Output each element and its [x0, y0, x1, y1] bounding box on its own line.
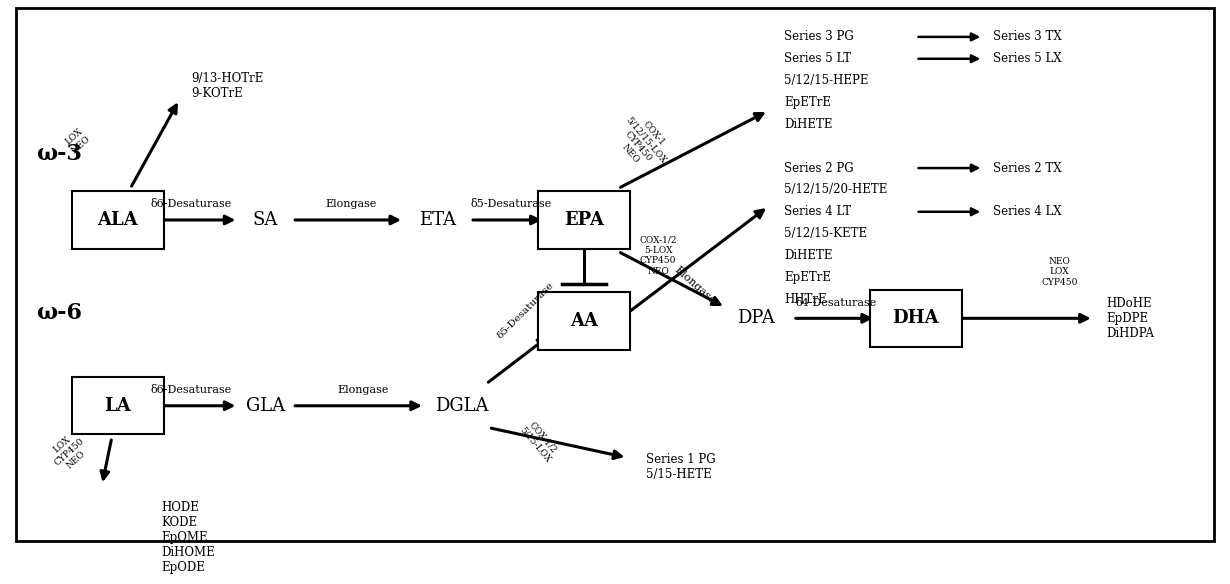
Text: DiHETE: DiHETE [785, 249, 833, 262]
Text: LOX
NEO: LOX NEO [63, 126, 92, 155]
Text: 9/13-HOTrE
9-KOTrE: 9/13-HOTrE 9-KOTrE [192, 72, 264, 100]
Text: δ6-Desaturase: δ6-Desaturase [151, 385, 232, 395]
FancyBboxPatch shape [539, 293, 630, 350]
Text: ALA: ALA [97, 211, 138, 229]
Text: HHTrE: HHTrE [785, 293, 827, 305]
Text: EpETrE: EpETrE [785, 271, 831, 284]
FancyBboxPatch shape [71, 377, 164, 434]
Text: Series 2 PG: Series 2 PG [785, 162, 854, 175]
Text: LA: LA [105, 397, 132, 415]
Text: δ6-Desaturase: δ6-Desaturase [151, 199, 232, 209]
FancyBboxPatch shape [71, 192, 164, 249]
Text: Elongase: Elongase [338, 385, 389, 395]
Text: COX-1/2
5/15-LOX: COX-1/2 5/15-LOX [518, 419, 560, 464]
Text: Series 4 LX: Series 4 LX [993, 205, 1061, 218]
FancyBboxPatch shape [870, 290, 962, 347]
Text: EpETrE: EpETrE [785, 96, 831, 109]
Text: SA: SA [252, 211, 278, 229]
Text: Series 4 LT: Series 4 LT [785, 205, 851, 218]
Text: 5/12/15-HEPE: 5/12/15-HEPE [785, 74, 868, 87]
Text: ω-3: ω-3 [36, 144, 81, 165]
Text: ω-6: ω-6 [36, 302, 81, 324]
Text: Series 5 LT: Series 5 LT [785, 52, 851, 65]
Text: EPA: EPA [565, 211, 604, 229]
Text: δ4-Desaturase: δ4-Desaturase [796, 298, 877, 308]
Text: Series 5 LX: Series 5 LX [993, 52, 1061, 65]
Text: NEO
LOX
CYP450: NEO LOX CYP450 [1041, 257, 1077, 287]
FancyBboxPatch shape [539, 192, 630, 249]
Text: DGLA: DGLA [435, 397, 488, 415]
Text: AA: AA [571, 312, 598, 330]
Text: COX-1/2
5-LOX
CYP450
NEO: COX-1/2 5-LOX CYP450 NEO [640, 235, 676, 276]
Text: 5/12/15-KETE: 5/12/15-KETE [785, 227, 867, 240]
Text: HDoHE
EpDPE
DiHDPA: HDoHE EpDPE DiHDPA [1106, 297, 1154, 340]
Text: COX-1
5/12/15-LOX
CYP450
NEO: COX-1 5/12/15-LOX CYP450 NEO [608, 109, 675, 178]
Text: Series 3 PG: Series 3 PG [785, 30, 854, 43]
Text: DHA: DHA [892, 310, 938, 327]
Text: LOX
CYP450
NEO: LOX CYP450 NEO [46, 429, 92, 475]
Text: GLA: GLA [246, 397, 285, 415]
Text: Series 2 TX: Series 2 TX [993, 162, 1061, 175]
Text: δ5-Desaturase: δ5-Desaturase [496, 280, 556, 340]
Text: Series 3 TX: Series 3 TX [993, 30, 1061, 43]
Text: HODE
KODE
EpOME
DiHOME
EpODE: HODE KODE EpOME DiHOME EpODE [161, 502, 215, 575]
Text: ETA: ETA [418, 211, 455, 229]
Text: Series 1 PG
5/15-HETE: Series 1 PG 5/15-HETE [646, 453, 716, 481]
Text: δ5-Desaturase: δ5-Desaturase [470, 199, 551, 209]
Text: DPA: DPA [737, 310, 775, 327]
Text: DiHETE: DiHETE [785, 118, 833, 131]
FancyBboxPatch shape [16, 8, 1214, 541]
Text: 5/12/15/20-HETE: 5/12/15/20-HETE [785, 183, 888, 196]
Text: Elongase: Elongase [326, 199, 376, 209]
Text: Elongase: Elongase [673, 265, 717, 307]
